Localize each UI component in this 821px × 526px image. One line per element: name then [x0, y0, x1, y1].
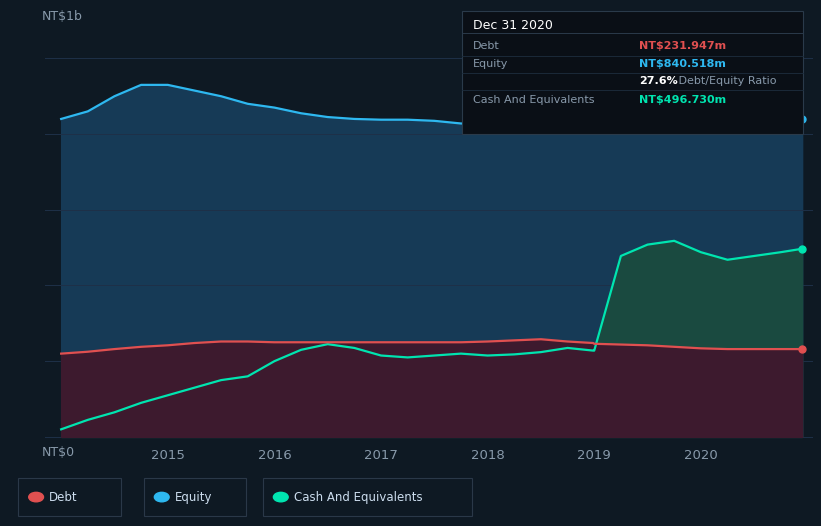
Text: NT$0: NT$0	[41, 447, 75, 460]
Text: NT$1b: NT$1b	[41, 10, 82, 23]
Text: Debt: Debt	[473, 41, 500, 52]
Text: 27.6%: 27.6%	[640, 76, 678, 86]
Text: Debt: Debt	[49, 491, 78, 503]
Text: Cash And Equivalents: Cash And Equivalents	[473, 95, 594, 105]
Text: Equity: Equity	[473, 58, 508, 69]
Text: NT$840.518m: NT$840.518m	[640, 58, 727, 69]
Text: Equity: Equity	[175, 491, 213, 503]
Text: Dec 31 2020: Dec 31 2020	[473, 19, 553, 32]
Text: NT$496.730m: NT$496.730m	[640, 95, 727, 105]
Text: NT$231.947m: NT$231.947m	[640, 41, 727, 52]
Text: Debt/Equity Ratio: Debt/Equity Ratio	[675, 76, 776, 86]
Text: Cash And Equivalents: Cash And Equivalents	[294, 491, 423, 503]
